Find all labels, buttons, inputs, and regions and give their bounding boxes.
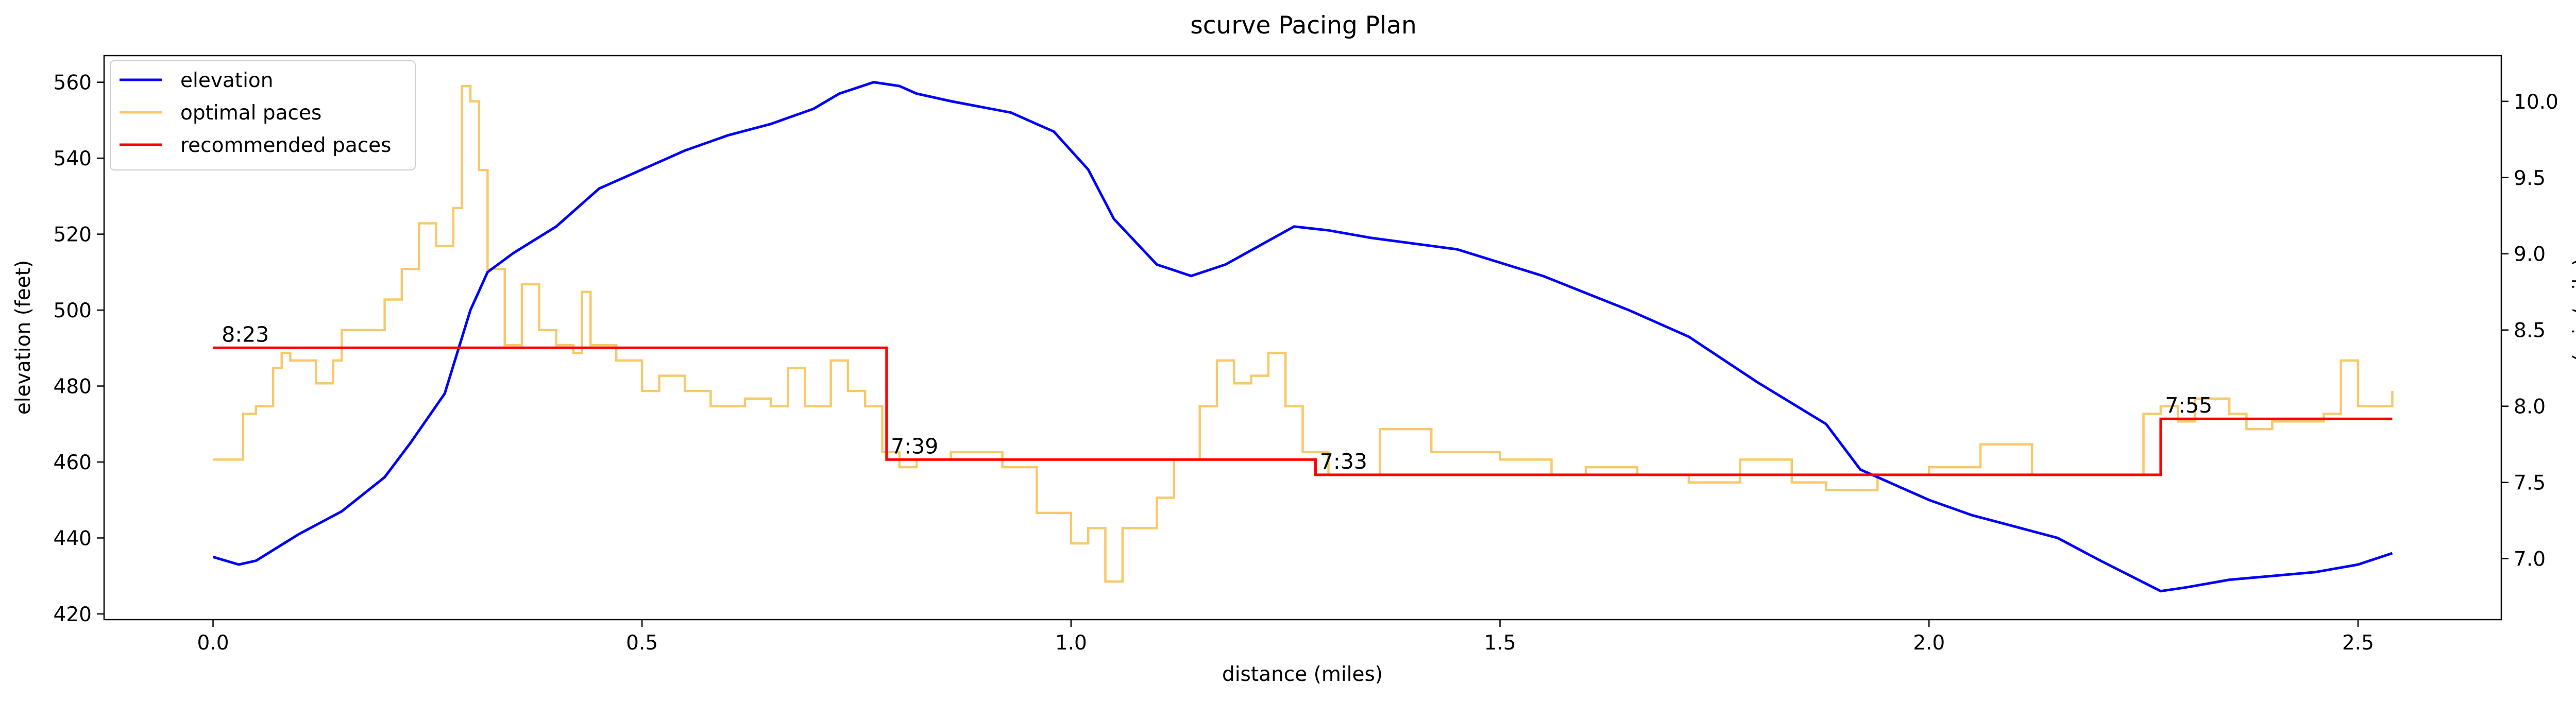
y-axis-label-right: pace (min/mile) xyxy=(2569,258,2576,416)
y-tick-label-right: 7.0 xyxy=(2514,548,2546,571)
legend-label-optimal-paces: optimal paces xyxy=(180,101,321,125)
pace-annotation-2: 7:33 xyxy=(1320,449,1367,474)
y-tick-label-left: 480 xyxy=(54,375,92,399)
x-tick-label: 2.0 xyxy=(1913,631,1945,655)
y-tick-label-right: 7.5 xyxy=(2514,472,2546,495)
y-tick-label-left: 560 xyxy=(54,72,92,95)
y-tick-label-right: 9.0 xyxy=(2514,243,2546,266)
chart-title: scurve Pacing Plan xyxy=(1190,11,1417,40)
y-tick-label-right: 8.5 xyxy=(2514,319,2546,343)
y-tick-label-left: 460 xyxy=(54,451,92,474)
legend: elevation optimal paces recommended pace… xyxy=(110,60,416,170)
axis-ticks: 0.0 0.5 1.0 1.5 2.0 2.5 420 440 460 480 500 520 540 5… xyxy=(54,72,2558,655)
x-tick-label: 1.5 xyxy=(1484,631,1516,655)
y-tick-label-left: 440 xyxy=(54,527,92,550)
x-tick-label: 2.5 xyxy=(2342,631,2374,655)
series-line-recommended-paces xyxy=(213,346,2393,476)
x-tick-label: 0.0 xyxy=(197,631,229,655)
legend-box xyxy=(110,60,416,170)
y-tick-label-left: 500 xyxy=(54,299,92,322)
y-tick-label-right: 10.0 xyxy=(2514,91,2558,114)
y-tick-label-right: 9.5 xyxy=(2514,167,2546,190)
legend-label-elevation: elevation xyxy=(180,69,274,92)
y-tick-label-left: 420 xyxy=(54,603,92,626)
x-axis-label: distance (miles) xyxy=(1222,663,1383,686)
pace-annotation-1: 7:39 xyxy=(891,434,938,458)
y-tick-label-left: 540 xyxy=(54,147,92,170)
y-tick-label-left: 520 xyxy=(54,224,92,247)
y-axis-label-left: elevation (feet) xyxy=(12,260,35,415)
axes-frame xyxy=(103,55,2502,621)
legend-label-recommended-paces: recommended paces xyxy=(180,134,391,157)
plot-area: 8:23 7:39 7:33 7:55 xyxy=(212,81,2394,593)
pace-annotation-3: 7:55 xyxy=(2165,393,2212,418)
x-tick-label: 1.0 xyxy=(1055,631,1087,655)
pace-annotation-0: 8:23 xyxy=(222,322,269,347)
y-tick-label-right: 8.0 xyxy=(2514,396,2546,419)
series-line-elevation xyxy=(212,81,2393,593)
x-tick-label: 0.5 xyxy=(626,631,658,655)
